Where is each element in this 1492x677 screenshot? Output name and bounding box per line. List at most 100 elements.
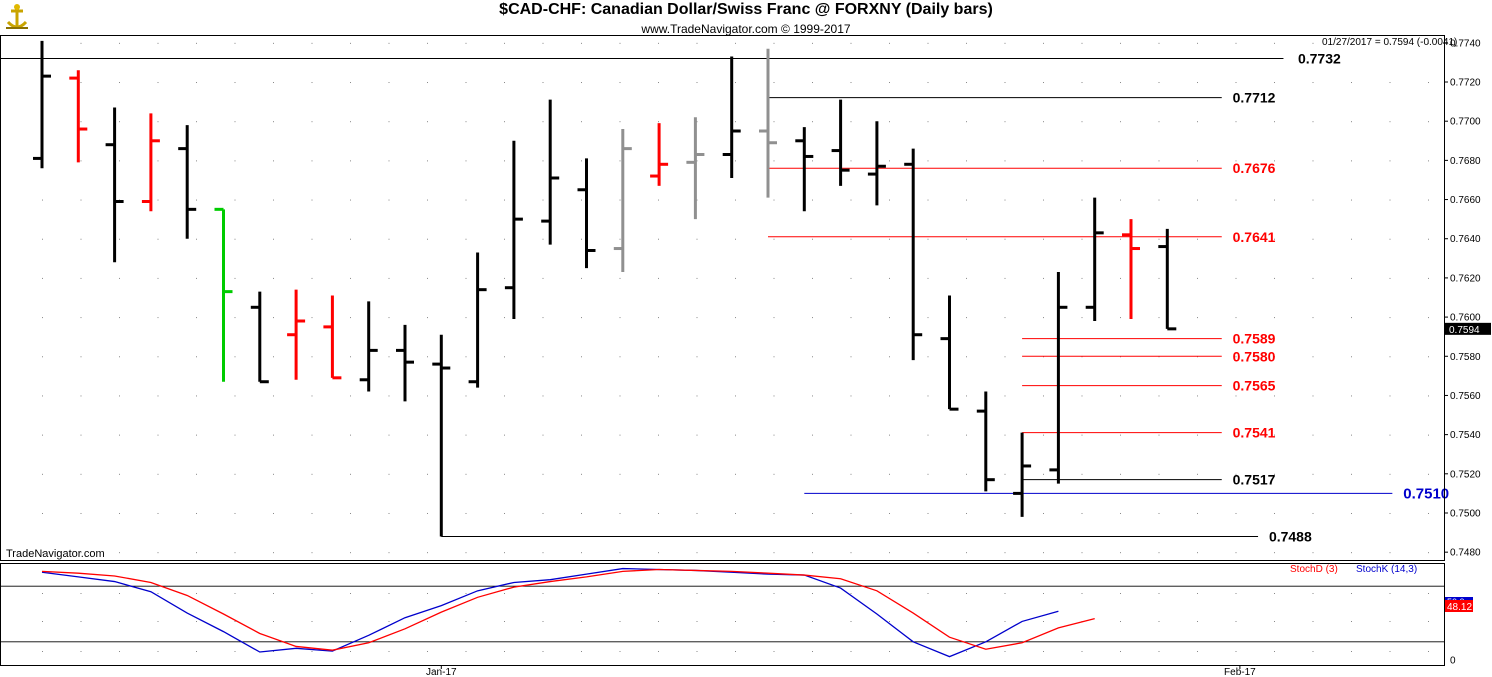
grid-dot	[619, 356, 621, 358]
grid-dot	[311, 434, 313, 436]
grid-dot	[581, 395, 582, 397]
grid-dot	[1351, 356, 1352, 358]
grid-dot	[196, 621, 197, 622]
grid-dot	[1351, 82, 1352, 84]
price-panel-frame	[0, 35, 1445, 561]
grid-dot	[504, 238, 505, 240]
grid-dot	[773, 434, 775, 436]
grid-dot	[735, 277, 736, 279]
grid-dot	[773, 621, 775, 622]
grid-dot	[1081, 277, 1083, 279]
grid-dot	[273, 512, 274, 514]
grid-dot	[542, 42, 544, 44]
grid-dot	[581, 593, 582, 594]
grid-dot	[812, 42, 813, 44]
grid-dot	[311, 395, 313, 397]
grid-dot	[1197, 317, 1198, 319]
grid-dot	[427, 277, 428, 279]
grid-dot	[234, 199, 236, 201]
level-label: 0.7712	[1233, 90, 1276, 106]
grid-dot	[119, 434, 120, 436]
grid-dot	[80, 121, 82, 123]
y-tick-label: 0.7600	[1450, 313, 1481, 324]
grid-dot	[42, 512, 43, 514]
grid-dot	[927, 317, 929, 319]
grid-dot	[1235, 473, 1237, 475]
grid-dot	[1081, 395, 1083, 397]
grid-dot	[1158, 277, 1160, 279]
grid-dot	[1312, 238, 1314, 240]
grid-dot	[927, 621, 929, 622]
watermark: TradeNavigator.com	[6, 548, 105, 560]
grid-dot	[1274, 82, 1275, 84]
grid-dot	[1389, 238, 1391, 240]
grid-dot	[850, 356, 852, 358]
grid-dot	[619, 238, 621, 240]
grid-dot	[1004, 356, 1006, 358]
grid-dot	[889, 651, 890, 652]
grid-dot	[1351, 593, 1352, 594]
grid-dot	[966, 277, 967, 279]
grid-dot	[1235, 42, 1237, 44]
grid-dot	[850, 121, 852, 123]
grid-dot	[234, 512, 236, 514]
level-label: 0.7676	[1233, 160, 1276, 176]
grid-dot	[80, 434, 82, 436]
grid-dot	[696, 512, 698, 514]
grid-dot	[1312, 199, 1314, 201]
grid-dot	[619, 317, 621, 319]
grid-dot	[658, 512, 659, 514]
grid-dot	[735, 160, 736, 162]
grid-dot	[619, 651, 621, 652]
grid-dot	[1312, 42, 1314, 44]
grid-dot	[1197, 621, 1198, 622]
grid-dot	[1351, 160, 1352, 162]
grid-dot	[234, 473, 236, 475]
grid-dot	[504, 199, 505, 201]
grid-dot	[1428, 356, 1429, 358]
grid-dot	[1428, 317, 1429, 319]
grid-dot	[735, 621, 736, 622]
grid-dot	[1351, 473, 1352, 475]
grid-dot	[80, 238, 82, 240]
grid-dot	[311, 82, 313, 84]
grid-dot	[119, 238, 120, 240]
grid-dot	[1004, 199, 1006, 201]
grid-dot	[119, 160, 120, 162]
grid-dot	[465, 593, 467, 594]
grid-dot	[812, 473, 813, 475]
grid-dot	[350, 199, 351, 201]
grid-dot	[735, 42, 736, 44]
grid-dot	[1120, 121, 1121, 123]
grid-dot	[1081, 317, 1083, 319]
grid-dot	[1351, 317, 1352, 319]
grid-dot	[465, 651, 467, 652]
grid-dot	[812, 434, 813, 436]
grid-dot	[1158, 42, 1160, 44]
grid-dot	[966, 395, 967, 397]
grid-dot	[1004, 317, 1006, 319]
grid-dot	[1004, 473, 1006, 475]
grid-dot	[1389, 434, 1391, 436]
grid-dot	[1043, 593, 1044, 594]
grid-dot	[1197, 651, 1198, 652]
grid-dot	[119, 552, 120, 554]
grid-dot	[157, 593, 159, 594]
grid-dot	[581, 317, 582, 319]
grid-dot	[619, 621, 621, 622]
grid-dot	[581, 199, 582, 201]
grid-dot	[1312, 621, 1314, 622]
grid-dot	[696, 317, 698, 319]
grid-dot	[542, 621, 544, 622]
grid-dot	[119, 121, 120, 123]
grid-dot	[234, 434, 236, 436]
grid-dot	[1312, 552, 1314, 554]
grid-dot	[812, 277, 813, 279]
x-tick-label: Feb-17	[1224, 667, 1256, 677]
grid-dot	[196, 121, 197, 123]
ohlc-bar	[1049, 272, 1068, 484]
grid-dot	[196, 552, 197, 554]
grid-dot	[504, 434, 505, 436]
